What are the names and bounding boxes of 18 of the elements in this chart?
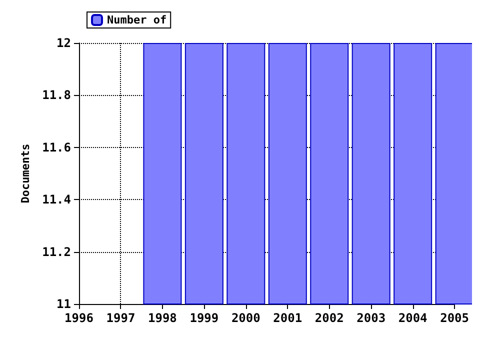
y-tick-label: 11.4 (42, 192, 71, 207)
y-tick-label: 11.6 (42, 140, 71, 154)
x-tick-label: 2005 (440, 311, 470, 325)
x-tick-label: 2003 (356, 311, 386, 325)
x-tick-label: 1997 (106, 311, 136, 325)
y-axis-title: Documents (19, 144, 32, 204)
x-tick-label: 2004 (398, 311, 428, 325)
x-tick-label: 1996 (64, 311, 94, 325)
x-tick-label: 2002 (314, 311, 344, 325)
y-tick-label: 11.2 (42, 244, 71, 259)
legend-label: Number of (107, 14, 167, 26)
x-tick-label: 2000 (231, 311, 260, 325)
x-tick-label: 1998 (148, 311, 177, 325)
y-tick-label: 12 (56, 36, 71, 50)
y-tick-label: 11 (56, 297, 71, 311)
y-tick-label: 11.8 (42, 88, 71, 102)
x-tick-label: 2001 (273, 311, 302, 325)
x-tick-label: 1999 (190, 311, 219, 325)
